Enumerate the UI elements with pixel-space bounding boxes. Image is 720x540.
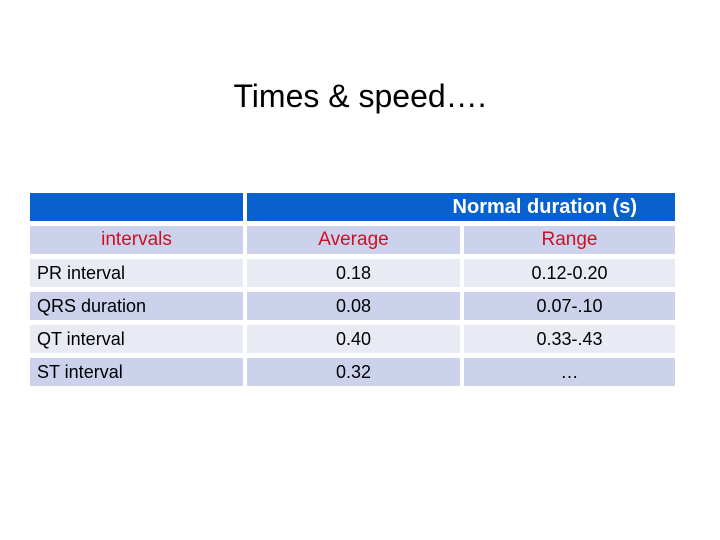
range-value-st: …: [464, 358, 675, 386]
table-corner-cell: [30, 193, 243, 221]
average-value-qt: 0.40: [247, 325, 460, 353]
average-value-pr: 0.18: [247, 259, 460, 287]
intervals-table: Normal duration (s) intervals Average Ra…: [30, 193, 675, 386]
average-value-st: 0.32: [247, 358, 460, 386]
range-value-qrs: 0.07-.10: [464, 292, 675, 320]
range-value-pr: 0.12-0.20: [464, 259, 675, 287]
column-header-average: Average: [247, 226, 460, 254]
average-value-qrs: 0.08: [247, 292, 460, 320]
row-label-qrs-duration: QRS duration: [30, 292, 243, 320]
row-label-qt-interval: QT interval: [30, 325, 243, 353]
column-header-intervals: intervals: [30, 226, 243, 254]
slide-title: Times & speed….: [233, 78, 487, 114]
row-label-pr-interval: PR interval: [30, 259, 243, 287]
column-header-range: Range: [464, 226, 675, 254]
range-value-qt: 0.33-.43: [464, 325, 675, 353]
normal-duration-header: Normal duration (s): [247, 193, 675, 221]
row-label-st-interval: ST interval: [30, 358, 243, 386]
